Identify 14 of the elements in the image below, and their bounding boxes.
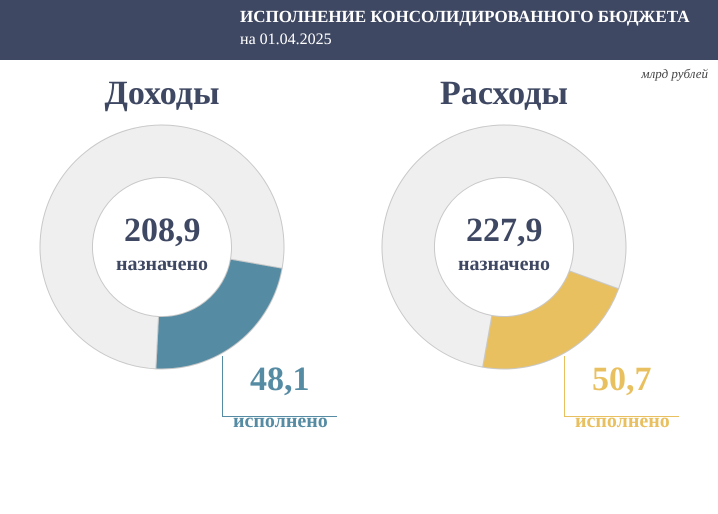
slice-label: исполнено (575, 410, 670, 432)
text: 227,9 (466, 212, 542, 249)
text: на 01.04.2025 (240, 31, 332, 49)
slice-label: исполнено (233, 410, 328, 432)
chart-title: Расходы (440, 74, 568, 112)
text: назначено (116, 253, 208, 275)
text: млрд рублей (641, 66, 708, 82)
text: 208,9 (124, 212, 200, 249)
data-label: 48,1 (250, 361, 310, 398)
chart-title: Доходы (104, 74, 220, 112)
text: назначено (458, 253, 550, 275)
text: ИСПОЛНЕНИЕ КОНСОЛИДИРОВАННОГО БЮДЖЕТА (240, 7, 690, 27)
donut-slice (382, 124, 626, 368)
data-label: 50,7 (592, 361, 652, 398)
